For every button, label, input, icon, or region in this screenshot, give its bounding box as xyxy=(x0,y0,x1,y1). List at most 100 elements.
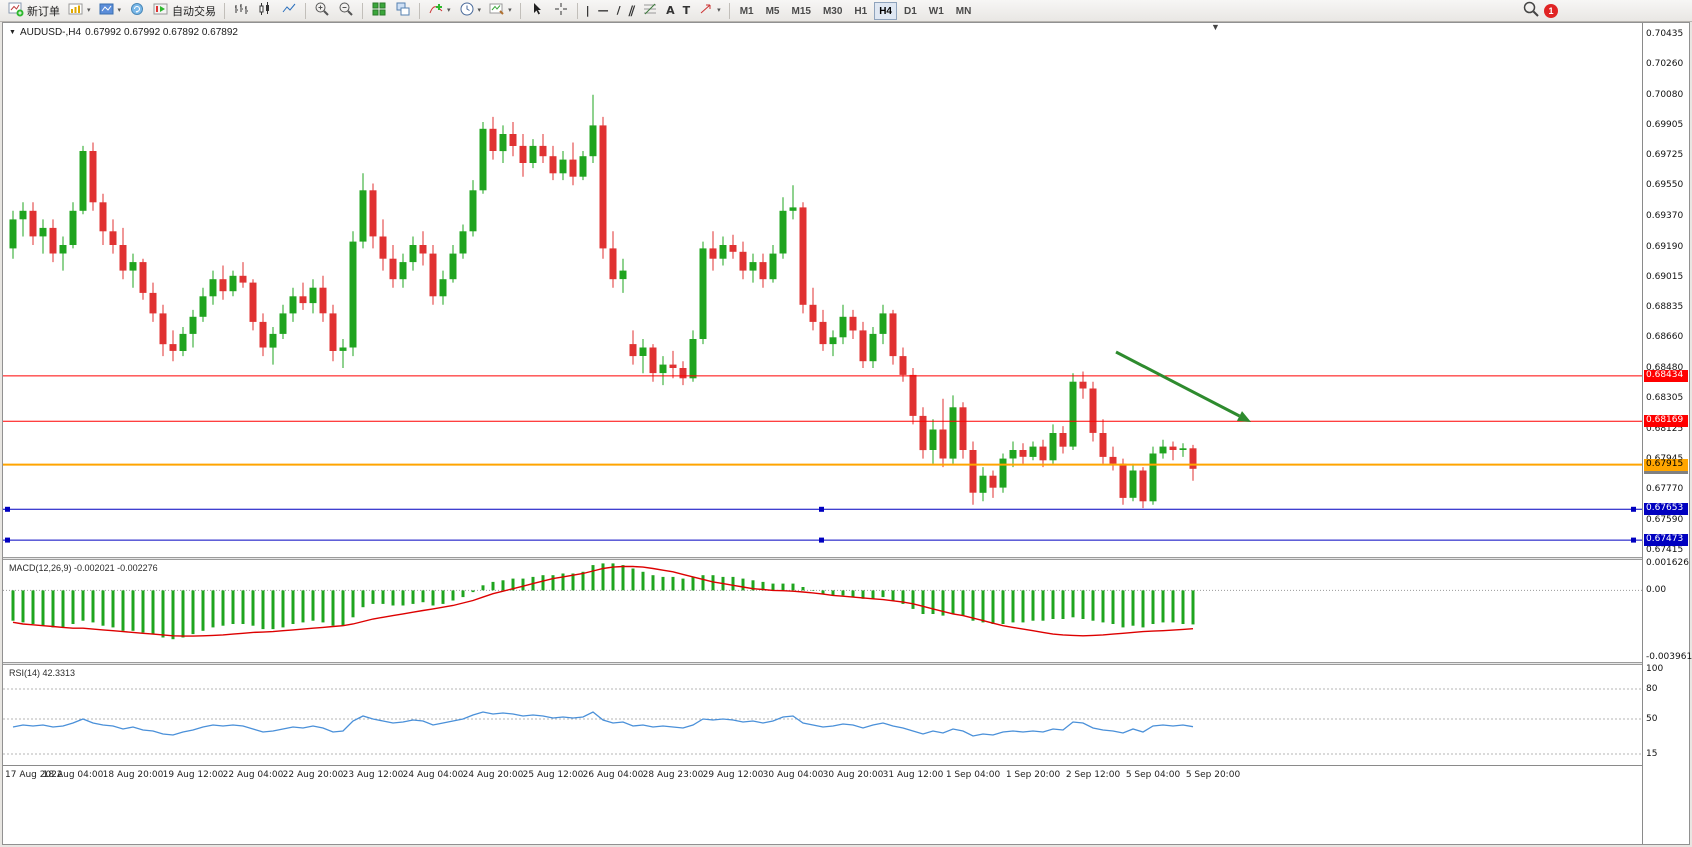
toolbar-separator xyxy=(419,2,421,19)
time-tick-label: 24 Aug 04:00 xyxy=(402,770,464,780)
chart-symbol-title: ▼ AUDUSD-,H4 0.67992 0.67992 0.67892 0.6… xyxy=(9,27,238,38)
zoom-in-icon xyxy=(314,1,330,20)
pane-divider[interactable] xyxy=(3,662,1689,665)
time-tick-label: 31 Aug 12:00 xyxy=(882,770,944,780)
line-chart-icon xyxy=(281,1,297,20)
macd-canvas[interactable] xyxy=(3,560,1642,662)
price-level-badge: 0.68434 xyxy=(1644,369,1688,382)
line-chart-button[interactable] xyxy=(277,1,301,21)
new-chart-button[interactable]: ▾ xyxy=(64,1,95,21)
new-order-button[interactable]: 新订单 xyxy=(4,1,64,21)
time-tick-label: 5 Sep 04:00 xyxy=(1125,770,1181,780)
label-tool-button[interactable]: T xyxy=(679,1,695,21)
auto-trading-button[interactable]: 自动交易 xyxy=(149,1,220,21)
candlestick-chart-button[interactable] xyxy=(253,1,277,21)
main-toolbar: 新订单 ▾ ▾ 自动交易 xyxy=(0,0,1692,22)
dropdown-caret-icon: ▾ xyxy=(447,7,451,14)
timeframe-m15-button[interactable]: M15 xyxy=(787,2,816,20)
price-level-badge: 0.67473 xyxy=(1644,534,1688,547)
macd-signal-value: -0.002276 xyxy=(117,563,158,573)
trendline-tool-button[interactable]: / xyxy=(613,1,625,21)
fibonacci-icon xyxy=(642,1,658,20)
channel-tool-button[interactable]: ∥ xyxy=(625,1,639,21)
rsi-tick-label: 50 xyxy=(1646,714,1658,724)
arrows-tool-button[interactable]: ▾ xyxy=(694,1,725,21)
dropdown-caret-icon: ▾ xyxy=(87,7,91,14)
timeframe-m5-button[interactable]: M5 xyxy=(761,2,785,20)
cascade-windows-icon xyxy=(395,1,411,20)
rsi-title: RSI(14) xyxy=(9,668,41,678)
rsi-canvas[interactable] xyxy=(3,665,1642,765)
zoom-out-button[interactable] xyxy=(334,1,358,21)
timeframe-mn-button[interactable]: MN xyxy=(951,2,977,20)
time-tick-label: 25 Aug 12:00 xyxy=(522,770,584,780)
time-tick-label: 1 Sep 04:00 xyxy=(945,770,1001,780)
templates-icon xyxy=(489,1,505,20)
time-tick-label: 19 Aug 12:00 xyxy=(162,770,224,780)
cascade-windows-button[interactable] xyxy=(391,1,415,21)
toolbar-separator xyxy=(728,2,730,19)
price-axis[interactable]: 0.70435 0.70260 0.70080 0.69905 0.69725 0.695… xyxy=(1642,23,1692,844)
time-tick-label: 24 Aug 20:00 xyxy=(462,770,524,780)
pane-divider[interactable] xyxy=(3,557,1689,560)
chart-shift-marker[interactable]: ▼ xyxy=(1211,22,1220,32)
tile-windows-icon xyxy=(371,1,387,20)
macd-label: MACD(12,26,9) -0.002021 -0.002276 xyxy=(9,563,158,573)
timeframe-m30-button[interactable]: M30 xyxy=(818,2,847,20)
new-chart-icon xyxy=(68,1,84,20)
time-tick-label: 18 Aug 04:00 xyxy=(42,770,104,780)
price-tick-label: 0.68305 xyxy=(1646,392,1684,403)
fibonacci-tool-button[interactable] xyxy=(638,1,662,21)
price-tick-label: 0.68660 xyxy=(1646,332,1684,343)
symbol-dropdown-icon[interactable]: ▼ xyxy=(9,29,16,36)
macd-title: MACD(12,26,9) xyxy=(9,563,72,573)
timeframe-d1-button[interactable]: D1 xyxy=(899,2,922,20)
zoom-in-button[interactable] xyxy=(310,1,334,21)
text-tool-button[interactable]: A xyxy=(662,1,679,21)
indicators-icon xyxy=(428,1,444,20)
bar-chart-icon xyxy=(233,1,249,20)
price-tick-label: 0.69550 xyxy=(1646,180,1684,191)
cursor-tool-button[interactable] xyxy=(525,1,549,21)
macd-value: -0.002021 xyxy=(74,563,115,573)
time-axis[interactable]: 17 Aug 2022 18 Aug 04:00 18 Aug 20:00 19 Au… xyxy=(3,765,1689,788)
periods-button[interactable]: ▾ xyxy=(455,1,486,21)
tile-windows-button[interactable] xyxy=(367,1,391,21)
time-tick-label: 28 Aug 23:00 xyxy=(642,770,704,780)
horizontal-line-icon: — xyxy=(597,4,609,17)
search-button[interactable] xyxy=(1518,1,1544,21)
vertical-line-tool-button[interactable]: | xyxy=(582,1,594,21)
toolbar-separator xyxy=(362,2,364,19)
price-tick-label: 0.69905 xyxy=(1646,119,1684,130)
horizontal-line-tool-button[interactable]: — xyxy=(594,1,613,21)
time-tick-label: 30 Aug 20:00 xyxy=(822,770,884,780)
timeframe-h4-button[interactable]: H4 xyxy=(874,2,897,21)
rsi-tick-label: 80 xyxy=(1646,684,1658,694)
profiles-icon xyxy=(99,1,115,20)
timeframe-w1-button[interactable]: W1 xyxy=(924,2,949,20)
templates-button[interactable]: ▾ xyxy=(485,1,516,21)
timeframe-group: M1 M5 M15 M30 H1 H4 D1 W1 MN xyxy=(734,1,978,21)
macd-tick-label: -0.003961 xyxy=(1646,652,1692,662)
bar-chart-button[interactable] xyxy=(229,1,253,21)
timeframe-h1-button[interactable]: H1 xyxy=(849,2,872,20)
auto-trading-label: 自动交易 xyxy=(172,5,217,18)
indicators-button[interactable]: ▾ xyxy=(424,1,455,21)
text-tool-icon: A xyxy=(666,4,675,17)
price-tick-label: 0.69725 xyxy=(1646,150,1684,161)
dropdown-caret-icon: ▾ xyxy=(477,7,482,14)
refresh-icon xyxy=(129,1,145,20)
auto-trading-icon xyxy=(153,1,169,20)
new-order-label: 新订单 xyxy=(27,5,60,18)
new-order-icon xyxy=(8,1,24,20)
ohlc-text: 0.67992 0.67992 0.67892 0.67892 xyxy=(85,27,238,38)
timeframe-m1-button[interactable]: M1 xyxy=(735,2,759,20)
main-chart-canvas[interactable] xyxy=(3,23,1642,557)
crosshair-tool-button[interactable] xyxy=(549,1,573,21)
time-tick-label: 29 Aug 12:00 xyxy=(702,770,764,780)
search-icon xyxy=(1522,0,1540,21)
notification-badge[interactable]: 1 xyxy=(1544,3,1558,18)
profiles-button[interactable]: ▾ xyxy=(95,1,126,21)
refresh-button[interactable] xyxy=(125,1,149,21)
